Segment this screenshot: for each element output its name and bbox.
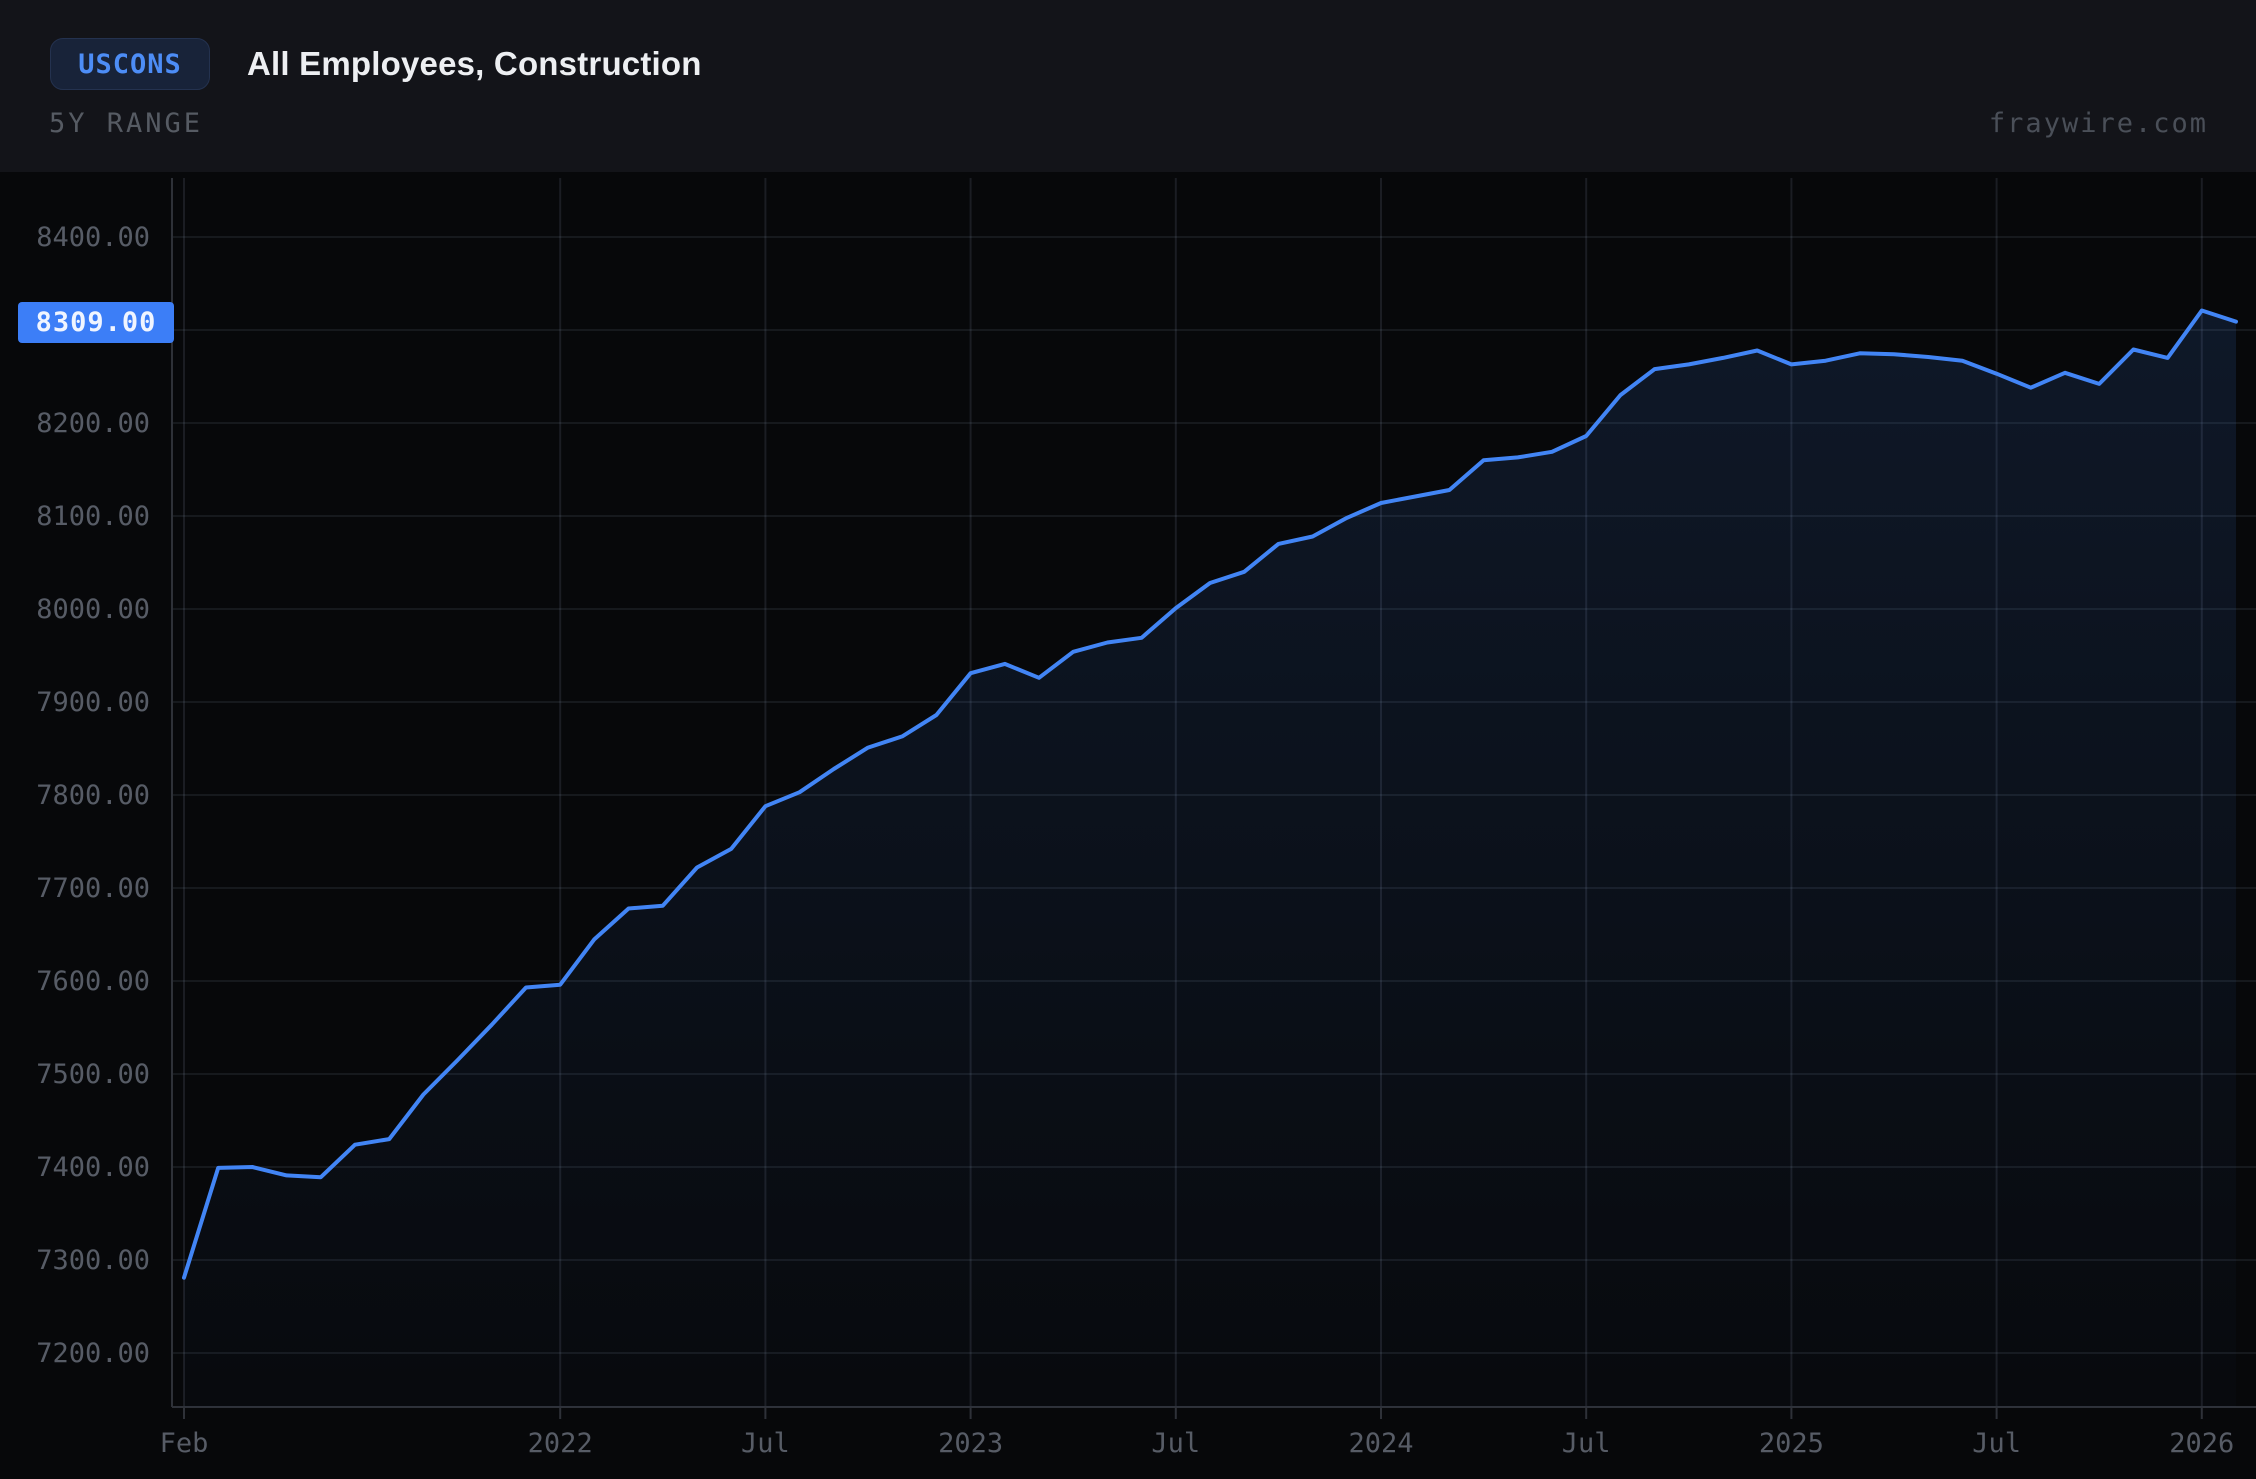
ticker-label: USCONS — [78, 48, 182, 80]
series-line — [182, 308, 2238, 1280]
y-tick-label: 7600.00 — [36, 966, 150, 997]
x-tick-label: 2023 — [938, 1428, 1003, 1459]
x-tick-label: Jul — [1972, 1428, 2021, 1459]
current-value-label: 8309.00 — [35, 307, 157, 338]
y-tick-label: 7400.00 — [36, 1152, 150, 1183]
current-value-badge: 8309.00 — [18, 302, 174, 343]
ticker-badge[interactable]: USCONS — [50, 38, 210, 90]
y-tick-label: 8400.00 — [36, 222, 150, 253]
x-tick-label: Jul — [1151, 1428, 1200, 1459]
header: USCONS All Employees, Construction 5Y RA… — [0, 0, 2256, 172]
y-tick-label: 7500.00 — [36, 1059, 150, 1090]
y-tick-label: 7300.00 — [36, 1245, 150, 1276]
page-title: All Employees, Construction — [247, 45, 702, 82]
y-tick-label: 7900.00 — [36, 687, 150, 718]
x-tick-label: 2022 — [528, 1428, 593, 1459]
range-label: 5Y RANGE — [49, 108, 204, 139]
y-tick-label: 7800.00 — [36, 780, 150, 811]
x-tick-label: 2024 — [1348, 1428, 1413, 1459]
x-tick-label: 2026 — [2169, 1428, 2234, 1459]
x-tick-label: 2025 — [1759, 1428, 1824, 1459]
y-tick-label: 7700.00 — [36, 873, 150, 904]
series-area-fill — [184, 310, 2236, 1407]
x-tick-label: Feb — [160, 1428, 209, 1459]
watermark: fraywire.com — [1988, 108, 2208, 139]
y-tick-label: 8200.00 — [36, 408, 150, 439]
x-tick-label: Jul — [1562, 1428, 1611, 1459]
x-tick-label: Jul — [741, 1428, 790, 1459]
y-tick-label: 8000.00 — [36, 594, 150, 625]
y-tick-label: 7200.00 — [36, 1338, 150, 1369]
y-tick-label: 8100.00 — [36, 501, 150, 532]
